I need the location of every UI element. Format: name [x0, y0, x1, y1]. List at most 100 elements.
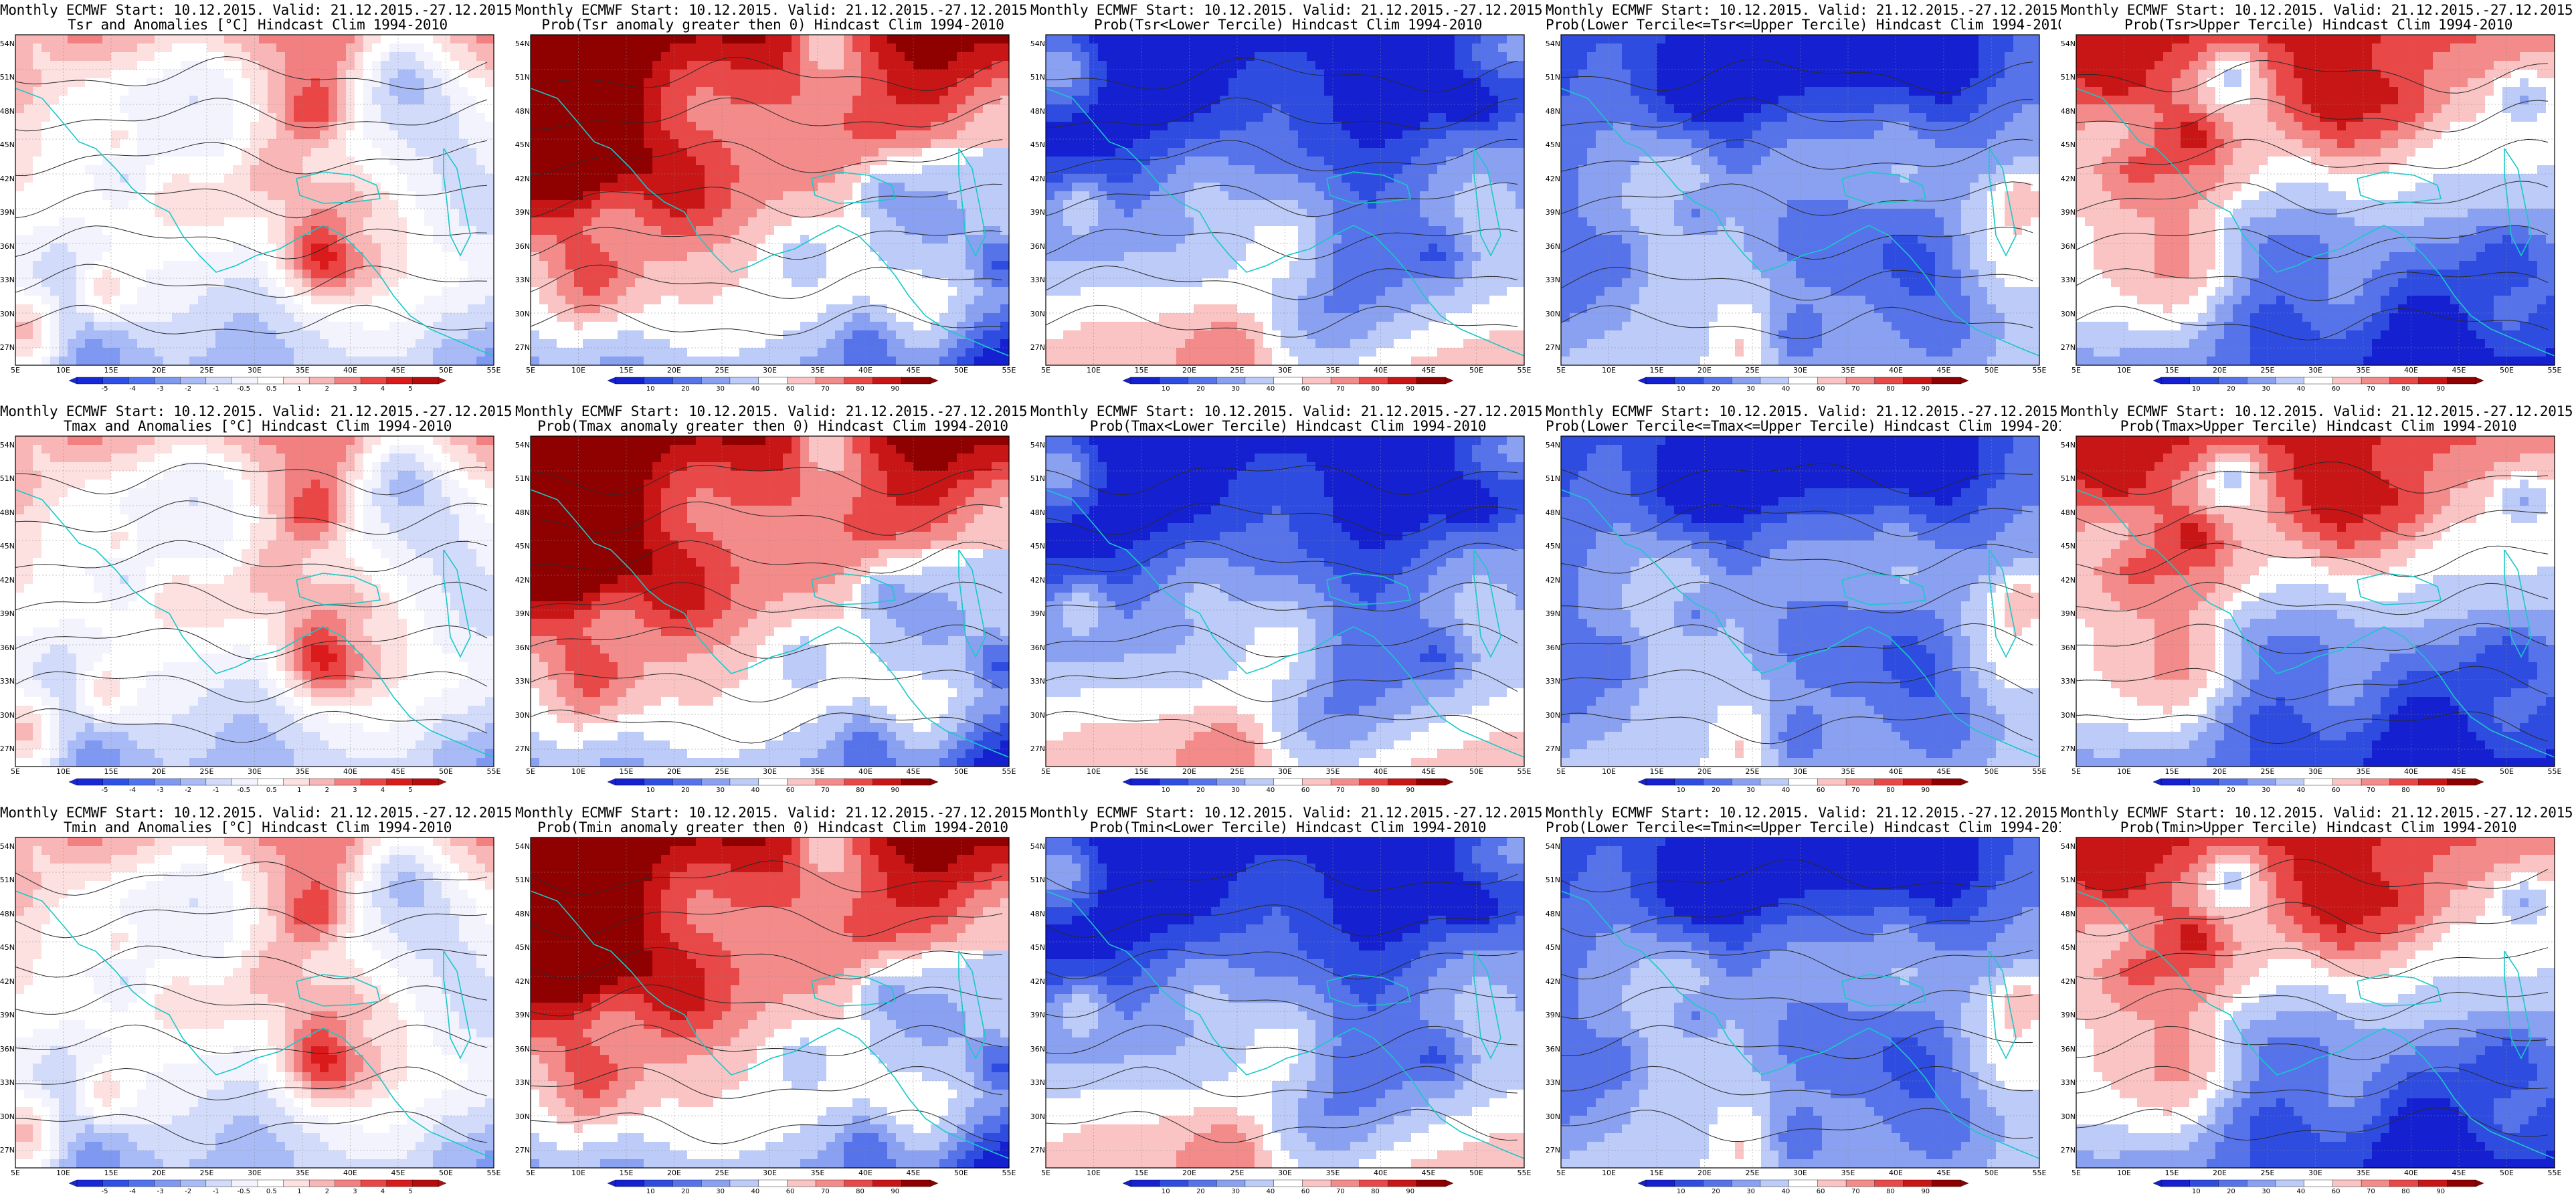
- latitude-label: 42N: [2061, 175, 2076, 183]
- longitude-label: 50E: [948, 768, 975, 776]
- contour-line: [1560, 712, 2033, 744]
- longitude-label: 25E: [2254, 367, 2281, 375]
- colorbar-swatch: [2332, 377, 2362, 385]
- colorbar-swatch: [1245, 778, 1275, 786]
- colorbar-swatch: [1188, 778, 1217, 786]
- colorbar-label: -1: [206, 787, 226, 795]
- longitude-label: 45E: [900, 1169, 927, 1177]
- longitude-label: 20E: [1176, 768, 1203, 776]
- colorbar-label: 10: [640, 1188, 660, 1196]
- colorbar-swatch: [283, 778, 310, 786]
- contour-line: [2076, 858, 2549, 891]
- contour-line: [1560, 1108, 2033, 1142]
- colorbar-swatch: [615, 778, 645, 786]
- colorbar-label: 40: [1776, 787, 1796, 795]
- coastline: [1841, 573, 1926, 605]
- colorbar-swatch: [1788, 377, 1818, 385]
- contour-line: [1560, 504, 2033, 537]
- coastline: [296, 974, 381, 1007]
- colorbar-label: 80: [2396, 787, 2416, 795]
- colorbar-label: 70: [1845, 385, 1865, 393]
- colorbar-label: 70: [2361, 787, 2381, 795]
- contour-line: [530, 906, 1003, 938]
- colorbar-swatch: [2418, 1179, 2448, 1187]
- colorbar-label: 0.5: [262, 1188, 282, 1196]
- colorbar-swatch: [1645, 1179, 1675, 1187]
- colorbar-label: 30: [711, 385, 731, 393]
- coastline: [2076, 489, 2555, 758]
- colorbar-label: 10: [1671, 385, 1691, 393]
- longitude-label: 55E: [1511, 1169, 1538, 1177]
- map-canvas: [530, 435, 1010, 786]
- longitude-label: 30E: [1272, 768, 1299, 776]
- contour-line: [1045, 860, 1518, 894]
- latitude-label: 27N: [515, 344, 530, 352]
- latitude-label: 36N: [1030, 1045, 1045, 1054]
- colorbar-swatch: [1330, 778, 1360, 786]
- contour-line: [1560, 581, 2033, 613]
- latitude-label: 36N: [2061, 643, 2076, 652]
- colorbar-label: 60: [1295, 385, 1315, 393]
- colorbar-swatch: [1216, 778, 1246, 786]
- colorbar-swatch: [1159, 778, 1189, 786]
- map-panel: Monthly ECMWF Start: 10.12.2015. Valid: …: [0, 803, 515, 1204]
- panel-subtitle: Prob(Tmax>Upper Tercile) Hindcast Clim 1…: [2061, 419, 2576, 434]
- latitude-label: 30N: [515, 711, 530, 720]
- colorbar-swatch: [1159, 1179, 1189, 1187]
- longitude-label: 15E: [1643, 367, 1670, 375]
- colorbar-swatch: [154, 377, 181, 385]
- coastline: [530, 890, 1010, 1159]
- panel-subtitle: Prob(Tsr anomaly greater then 0) Hindcas…: [515, 17, 1030, 33]
- coastline: [2504, 148, 2532, 257]
- latitude-label: 30N: [1030, 1112, 1045, 1121]
- latitude-label: 51N: [1546, 876, 1560, 884]
- longitude-label: 5E: [1548, 768, 1574, 776]
- colorbar-swatch: [2275, 778, 2305, 786]
- longitude-label: 20E: [661, 768, 688, 776]
- colorbar-swatch: [283, 1179, 310, 1187]
- contour-line: [1045, 623, 1518, 658]
- longitude-label: 50E: [433, 1169, 460, 1177]
- longitude-label: 5E: [2, 768, 29, 776]
- colorbar-swatch: [2304, 778, 2333, 786]
- coastline: [958, 148, 986, 257]
- contour-line: [530, 139, 1003, 176]
- colorbar-label: 80: [2396, 1188, 2416, 1196]
- latitude-label: 42N: [0, 576, 15, 585]
- longitude-label: 20E: [146, 1169, 173, 1177]
- longitude-label: 45E: [385, 768, 411, 776]
- contour-line: [2076, 988, 2549, 1021]
- colorbar-label: 10: [640, 787, 660, 795]
- longitude-label: 45E: [2446, 367, 2472, 375]
- contour-line: [2076, 1025, 2549, 1061]
- contour-line: [1560, 903, 2033, 938]
- colorbar-label: 5: [400, 787, 420, 795]
- contour-line: [15, 983, 488, 1018]
- colorbar-swatch: [1731, 1179, 1761, 1187]
- latitude-label: 39N: [0, 1011, 15, 1019]
- longitude-label: 5E: [517, 1169, 544, 1177]
- colorbar-label: -1: [206, 385, 226, 393]
- contour-line: [530, 183, 1003, 218]
- colorbar-swatch: [1302, 778, 1331, 786]
- contour-line: [1560, 858, 2033, 893]
- colorbar-swatch: [1845, 778, 1875, 786]
- contour-line: [1045, 138, 1518, 174]
- latitude-label: 36N: [515, 242, 530, 251]
- map-canvas: [15, 837, 494, 1187]
- coastline: [2357, 573, 2442, 605]
- colorbar-label: 30: [2256, 385, 2276, 393]
- latitude-label: 42N: [0, 977, 15, 986]
- colorbar-swatch: [2246, 1179, 2276, 1187]
- colorbar-label: -2: [178, 385, 198, 393]
- colorbar-swatch: [844, 778, 874, 786]
- longitude-label: 30E: [1272, 1169, 1299, 1177]
- contour-line: [1045, 304, 1518, 338]
- longitude-label: 30E: [1272, 367, 1299, 375]
- colorbar-swatch: [1731, 377, 1761, 385]
- contour-line: [2076, 268, 2549, 302]
- longitude-label: 30E: [1787, 1169, 1814, 1177]
- contour-line: [15, 98, 488, 132]
- colorbar-label: 90: [1916, 1188, 1936, 1196]
- latitude-label: 45N: [1546, 944, 1560, 952]
